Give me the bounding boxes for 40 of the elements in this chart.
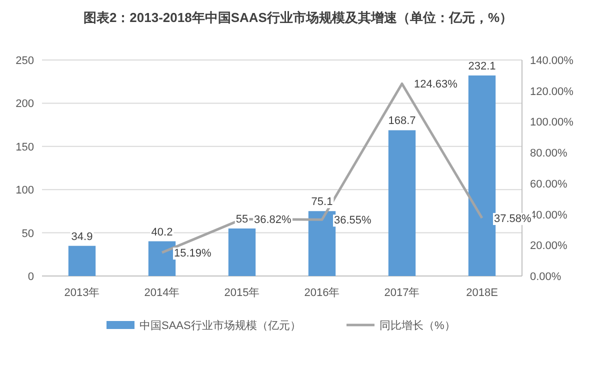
data-label: 55: [236, 213, 248, 226]
y2-tick-label: 100.00%: [530, 116, 574, 129]
legend-label: 同比增长（%）: [380, 319, 456, 332]
y-tick-label: 150: [16, 141, 34, 154]
data-label: 124.63%: [414, 78, 458, 91]
y2-tick-label: 40.00%: [530, 209, 568, 222]
y2-tick-label: 60.00%: [530, 178, 568, 190]
bar: [308, 211, 336, 276]
bar: [68, 246, 96, 276]
bar: [468, 75, 496, 276]
y-tick-label: 0: [28, 271, 34, 283]
y2-tick-label: 20.00%: [530, 240, 568, 252]
data-label: 36.82%: [254, 214, 292, 226]
data-label: 40.2: [151, 226, 173, 238]
x-tick-label: 2018E: [466, 287, 498, 299]
y2-tick-label: 120.00%: [530, 86, 574, 98]
x-tick-label: 2016年: [304, 287, 340, 299]
data-label: 37.58%: [494, 213, 532, 226]
bar: [388, 130, 416, 276]
data-label: 75.1: [311, 196, 333, 208]
x-tick-label: 2015年: [224, 287, 260, 299]
bar: [148, 241, 176, 276]
y2-tick-label: 80.00%: [530, 148, 568, 160]
x-tick-label: 2014年: [144, 287, 180, 299]
y2-tick-label: 0.00%: [530, 271, 562, 283]
y-tick-label: 50: [22, 228, 34, 240]
y-tick-label: 250: [16, 55, 34, 67]
x-tick-label: 2013年: [64, 287, 100, 299]
x-tick-label: 2017年: [384, 287, 420, 299]
legend-label: 中国SAAS行业市场规模（亿元）: [140, 319, 301, 332]
data-label: 168.7: [388, 115, 416, 128]
data-label: 36.55%: [334, 214, 372, 227]
y-tick-label: 100: [16, 184, 34, 197]
chart-title: 图表2：2013-2018年中国SAAS行业市场规模及其增速（单位：亿元，%）: [83, 10, 513, 25]
bar: [228, 228, 256, 276]
y-tick-label: 200: [16, 98, 34, 110]
data-label: 232.1: [468, 60, 496, 72]
y2-tick-label: 140.00%: [530, 55, 574, 67]
data-label: 15.19%: [174, 248, 212, 260]
data-label: 34.9: [71, 230, 93, 243]
